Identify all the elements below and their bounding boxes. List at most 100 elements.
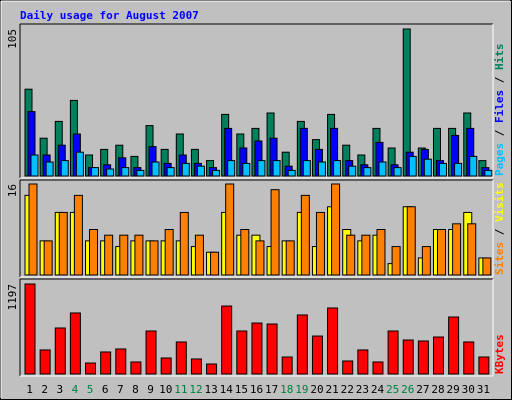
legend: Sites / Visits	[493, 182, 506, 275]
bar	[484, 169, 493, 177]
x-tick-label: 9	[147, 383, 154, 396]
bar	[272, 160, 281, 177]
x-tick-label: 26	[401, 383, 414, 396]
bar	[300, 194, 310, 276]
y-tick-label: 16	[6, 184, 19, 197]
bar	[402, 339, 414, 375]
bar	[421, 246, 431, 276]
bar	[393, 167, 402, 177]
bar	[164, 229, 174, 276]
x-tick-label: 3	[57, 383, 64, 396]
y-tick-label: 105	[6, 29, 19, 49]
bar	[423, 158, 432, 177]
bar	[196, 165, 205, 177]
bar	[255, 240, 265, 276]
x-tick-label: 4	[72, 383, 79, 396]
bar	[30, 154, 39, 177]
bar	[361, 234, 371, 276]
x-tick-label: 16	[250, 383, 263, 396]
bar	[89, 229, 99, 276]
bar	[287, 169, 296, 177]
legend-separator: /	[493, 70, 506, 90]
x-tick-label: 21	[326, 383, 339, 396]
bar	[60, 160, 69, 177]
x-tick-label: 12	[189, 383, 202, 396]
bar	[376, 229, 386, 276]
legend-entry: Hits	[493, 44, 506, 71]
bar	[39, 349, 51, 375]
bar	[406, 206, 416, 276]
bar	[357, 349, 369, 375]
bar	[302, 160, 311, 177]
bar	[467, 223, 477, 276]
bar	[417, 340, 429, 375]
bar	[240, 229, 250, 276]
bar	[225, 183, 235, 276]
x-tick-label: 18	[280, 383, 293, 396]
bar	[266, 323, 278, 375]
bar	[179, 211, 189, 276]
x-tick-label: 6	[102, 383, 109, 396]
bar	[436, 229, 446, 276]
x-tick-label: 2	[41, 383, 48, 396]
bar	[85, 362, 97, 375]
bar	[348, 165, 357, 177]
bar	[54, 327, 66, 375]
bar	[190, 358, 202, 375]
bar	[130, 361, 142, 375]
x-tick-label: 22	[341, 383, 354, 396]
bar	[212, 169, 221, 177]
bar	[463, 341, 475, 375]
bar	[104, 234, 114, 276]
x-tick-label: 13	[204, 383, 217, 396]
bar	[166, 167, 175, 177]
bar	[270, 189, 280, 276]
bar	[478, 356, 490, 375]
bar	[181, 162, 190, 177]
bar	[378, 161, 387, 177]
legend-entry: Files	[493, 90, 506, 123]
bar	[145, 330, 157, 375]
bar	[73, 194, 83, 276]
legend: Pages / Files / Hits	[493, 44, 506, 177]
bar	[387, 330, 399, 375]
bar	[257, 160, 266, 177]
bar	[372, 361, 384, 375]
x-tick-label: 7	[117, 383, 124, 396]
bar	[28, 183, 38, 276]
bar	[115, 348, 127, 375]
x-tick-label: 11	[174, 383, 187, 396]
bar	[285, 240, 295, 276]
x-tick-label: 23	[356, 383, 369, 396]
legend-separator: /	[493, 222, 506, 242]
bar	[194, 234, 204, 276]
bar	[100, 351, 112, 375]
bar	[408, 155, 417, 177]
bar	[296, 314, 308, 375]
legend-entry: Visits	[493, 182, 506, 222]
x-tick-label: 19	[295, 383, 308, 396]
bar	[454, 162, 463, 177]
bar	[482, 257, 492, 276]
bar	[221, 305, 233, 375]
bar	[206, 363, 218, 375]
bar	[333, 160, 342, 177]
x-tick-label: 8	[132, 383, 139, 396]
bar	[75, 151, 84, 177]
bar	[317, 161, 326, 177]
bar	[391, 246, 401, 276]
legend-entry: KBytes	[493, 334, 506, 374]
bar	[149, 240, 159, 276]
x-tick-label: 17	[265, 383, 278, 396]
bar	[91, 167, 100, 177]
bar	[242, 162, 251, 177]
bar	[236, 330, 248, 375]
bar	[346, 234, 356, 276]
bar	[452, 223, 462, 276]
bar	[331, 183, 341, 276]
x-tick-label: 29	[447, 383, 460, 396]
x-tick-label: 10	[159, 383, 172, 396]
bar	[134, 234, 144, 276]
bar	[227, 160, 236, 177]
